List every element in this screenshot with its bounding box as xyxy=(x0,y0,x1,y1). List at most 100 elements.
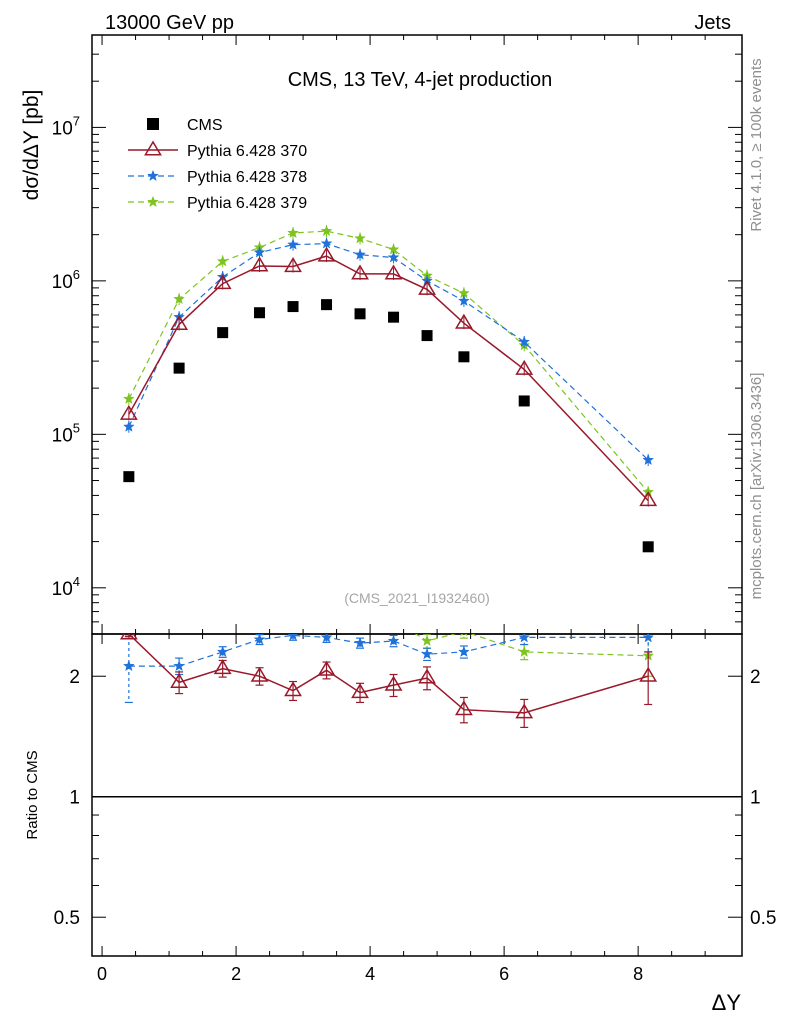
x-tick-label: 4 xyxy=(365,964,375,984)
series-1-point xyxy=(639,491,658,507)
series-1-point xyxy=(317,246,336,262)
mcplots-label: mcplots.cern.ch [arXiv:1306.3436] xyxy=(748,373,765,600)
series-3-ratio-point xyxy=(460,634,468,637)
series-3-point xyxy=(287,226,299,239)
series-1-ratio-point xyxy=(250,666,269,682)
series-3-ratio-point xyxy=(421,634,433,646)
y-tick-exponent: 5 xyxy=(73,420,80,435)
y-tick-exponent: 4 xyxy=(73,574,80,589)
ratio-axis-label: Ratio to CMS xyxy=(24,750,41,839)
series-3-ratio-point xyxy=(254,621,264,631)
y-axis-label: dσ/dΔY [pb] xyxy=(20,90,43,201)
series-1-ratio-point xyxy=(639,666,658,682)
y-tick-base: 10 xyxy=(52,425,73,446)
legend-marker-cms xyxy=(147,118,159,130)
ratio-frame xyxy=(91,633,743,957)
cms-data-point xyxy=(123,471,135,483)
series-3-point xyxy=(216,255,229,267)
main-plot-area xyxy=(119,224,658,553)
ratio-tick-label-right: 0.5 xyxy=(750,908,776,929)
series-1-point xyxy=(119,404,138,420)
x-axis-label: ΔY xyxy=(712,990,742,1015)
cms-data-point xyxy=(173,362,185,374)
y-tick-label: 104 xyxy=(52,574,80,600)
series-1-point xyxy=(351,264,369,280)
cms-data-point xyxy=(421,330,433,342)
series-3-ratio-point xyxy=(124,589,134,599)
y-tick-label: 105 xyxy=(52,420,80,446)
series-2-point xyxy=(642,453,655,466)
series-1-point xyxy=(515,359,534,375)
series-1-ratio-point xyxy=(418,668,436,684)
series-1-point xyxy=(284,257,302,273)
x-tick-label: 0 xyxy=(97,964,107,984)
cms-data-point xyxy=(458,351,470,363)
y-tick-label: 107 xyxy=(52,113,80,139)
series-2-ratio-point xyxy=(518,634,531,643)
series-2-ratio-point xyxy=(457,645,470,657)
series-2-point xyxy=(287,238,299,250)
series-1-point xyxy=(384,264,403,280)
series-1-ratio-point xyxy=(317,660,336,676)
y-tick-exponent: 6 xyxy=(73,267,80,282)
y-tick-exponent: 7 xyxy=(73,113,80,128)
series-1-line xyxy=(128,255,649,502)
series-2-ratio-point xyxy=(354,636,366,649)
series-1-point xyxy=(170,314,189,330)
series-3-ratio-point xyxy=(321,600,331,610)
series-2-ratio-point xyxy=(216,645,229,657)
cms-data-point xyxy=(287,301,299,313)
series-2-ratio-point xyxy=(122,659,135,672)
series-3-ratio-point xyxy=(518,645,531,657)
series-3-point xyxy=(173,292,186,305)
series-1-ratio-line xyxy=(128,634,649,714)
ratio-tick-label: 1 xyxy=(69,788,80,809)
series-3-ratio-point xyxy=(288,600,298,610)
series-1-ratio-point xyxy=(351,683,369,699)
series-1-ratio-point xyxy=(515,703,534,719)
series-2-point xyxy=(457,294,470,306)
series-3-ratio-line xyxy=(414,634,649,657)
legend-marker-1 xyxy=(144,140,162,156)
series-1-ratio-point xyxy=(213,659,232,675)
series-1-ratio-point xyxy=(119,634,138,640)
ratio-plot-area xyxy=(119,589,658,729)
series-3-point xyxy=(320,224,333,237)
series-2-ratio-point xyxy=(642,634,655,643)
ratio-tick-label-right: 2 xyxy=(750,667,761,688)
ratio-tick-label: 0.5 xyxy=(54,908,80,929)
series-1-ratio-point xyxy=(284,681,302,697)
x-tick-label: 2 xyxy=(231,964,241,984)
cms-data-point xyxy=(642,541,654,553)
header-left: 13000 GeV pp xyxy=(105,12,234,34)
series-3-ratio-point xyxy=(388,615,398,625)
series-2-ratio-line xyxy=(128,634,649,667)
legend-marker-3 xyxy=(147,195,159,208)
y-tick-base: 10 xyxy=(52,272,73,293)
series-2-ratio-point xyxy=(421,648,433,660)
y-tick-base: 10 xyxy=(52,118,73,139)
series-1-point xyxy=(418,279,436,295)
legend-label-1: Pythia 6.428 370 xyxy=(187,143,307,160)
legend-marker-2 xyxy=(147,169,159,182)
series-2-point xyxy=(354,248,366,260)
series-3-line xyxy=(128,230,649,493)
series-1-ratio-point xyxy=(454,700,473,716)
series-3-point xyxy=(354,232,366,244)
legend-label-0: CMS xyxy=(187,117,223,134)
series-1-point xyxy=(250,256,269,272)
series-3-point xyxy=(122,392,135,405)
y-tick-base: 10 xyxy=(52,579,73,600)
x-tick-label: 8 xyxy=(633,964,643,984)
series-2-line xyxy=(128,242,649,461)
ratio-panel: 0 2 4 6 8 0.5 0.5 1 1 2 2 xyxy=(54,589,776,984)
legend-label-2: Pythia 6.428 378 xyxy=(187,169,307,186)
series-2-ratio-point xyxy=(387,634,400,646)
watermark: (CMS_2021_I1932460) xyxy=(344,590,490,606)
ratio-tick-label-right: 1 xyxy=(750,788,761,809)
series-2-ratio-point xyxy=(253,634,266,645)
series-2-point xyxy=(387,251,400,263)
cms-data-point xyxy=(388,311,400,323)
chart-title: CMS, 13 TeV, 4-jet production xyxy=(288,69,553,91)
